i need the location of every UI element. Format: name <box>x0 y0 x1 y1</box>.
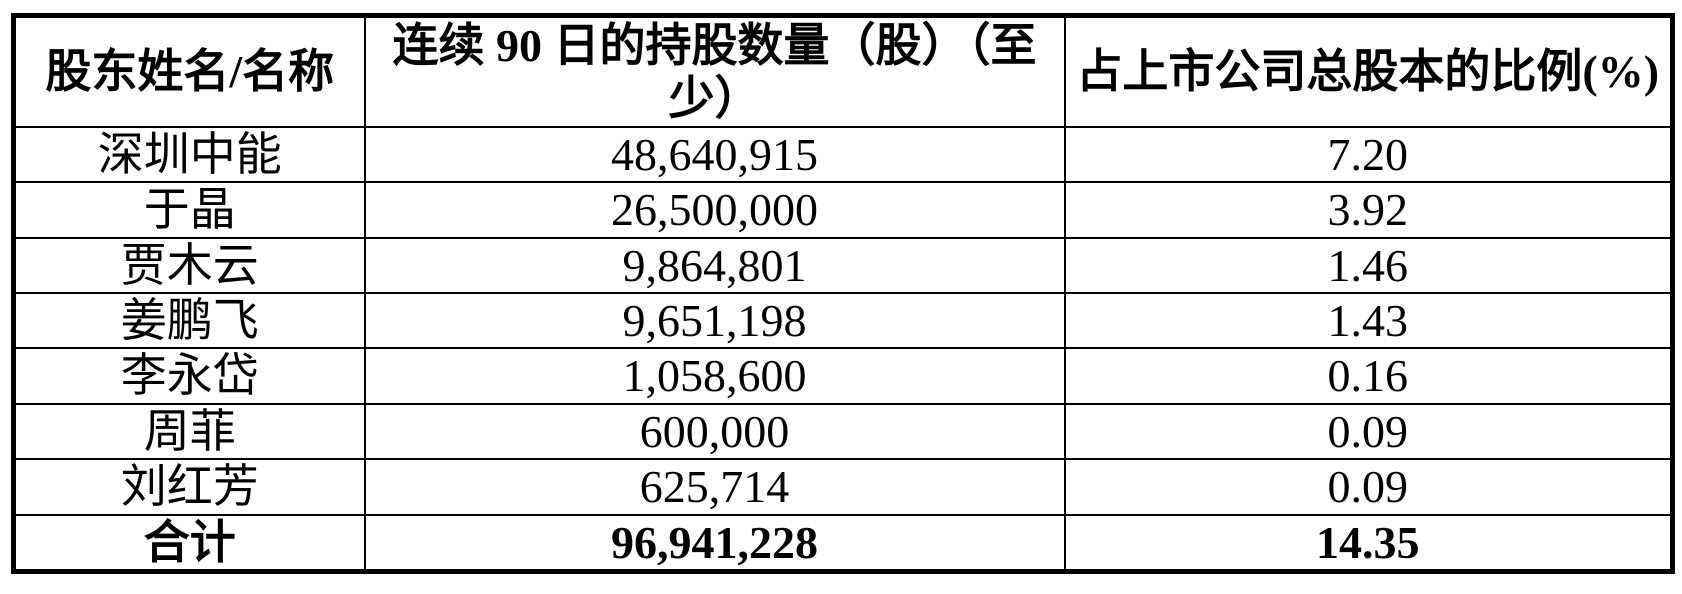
shares-cell: 26,500,000 <box>363 181 1066 239</box>
header-shareholder-name: 股东姓名/名称 <box>12 14 366 128</box>
shares-cell: 9,864,801 <box>363 236 1066 295</box>
ratio-cell: 0.09 <box>1063 458 1674 516</box>
shareholders-table: 股东姓名/名称 连续 90 日的持股数量（股）（至少） 占上市公司总股本的比例(… <box>11 13 1675 574</box>
shares-cell: 625,714 <box>363 458 1066 516</box>
shares-cell: 48,640,915 <box>363 125 1066 184</box>
shareholder-name-cell: 贾木云 <box>12 236 366 295</box>
shareholder-name-cell: 刘红芳 <box>12 458 366 516</box>
shares-cell: 600,000 <box>363 402 1066 461</box>
ratio-cell: 0.09 <box>1063 402 1674 461</box>
shareholder-name-cell: 李永岱 <box>12 347 366 405</box>
ratio-cell: 0.16 <box>1063 347 1674 405</box>
table-row: 李永岱 1,058,600 0.16 <box>12 347 1674 405</box>
header-total-capital-ratio: 占上市公司总股本的比例(%) <box>1063 14 1674 128</box>
header-shares-90d: 连续 90 日的持股数量（股）（至少） <box>363 14 1066 128</box>
ratio-cell: 7.20 <box>1063 125 1674 184</box>
table-row: 姜鹏飞 9,651,198 1.43 <box>12 292 1674 350</box>
table-row: 深圳中能 48,640,915 7.20 <box>12 125 1674 184</box>
table-total-row: 合计 96,941,228 14.35 <box>12 513 1674 573</box>
table-row: 周菲 600,000 0.09 <box>12 402 1674 461</box>
total-ratio-cell: 14.35 <box>1063 513 1674 573</box>
shareholder-name-cell: 姜鹏飞 <box>12 292 366 350</box>
shares-cell: 9,651,198 <box>363 292 1066 350</box>
shareholder-name-cell: 深圳中能 <box>12 125 366 184</box>
shareholder-name-cell: 于晶 <box>12 181 366 239</box>
table-row: 贾木云 9,864,801 1.46 <box>12 236 1674 295</box>
total-shares-cell: 96,941,228 <box>363 513 1066 573</box>
table-row: 于晶 26,500,000 3.92 <box>12 181 1674 239</box>
ratio-cell: 1.46 <box>1063 236 1674 295</box>
total-label-cell: 合计 <box>12 513 366 573</box>
table-header-row: 股东姓名/名称 连续 90 日的持股数量（股）（至少） 占上市公司总股本的比例(… <box>12 14 1674 128</box>
shareholder-name-cell: 周菲 <box>12 402 366 461</box>
ratio-cell: 3.92 <box>1063 181 1674 239</box>
shares-cell: 1,058,600 <box>363 347 1066 405</box>
ratio-cell: 1.43 <box>1063 292 1674 350</box>
table-row: 刘红芳 625,714 0.09 <box>12 458 1674 516</box>
